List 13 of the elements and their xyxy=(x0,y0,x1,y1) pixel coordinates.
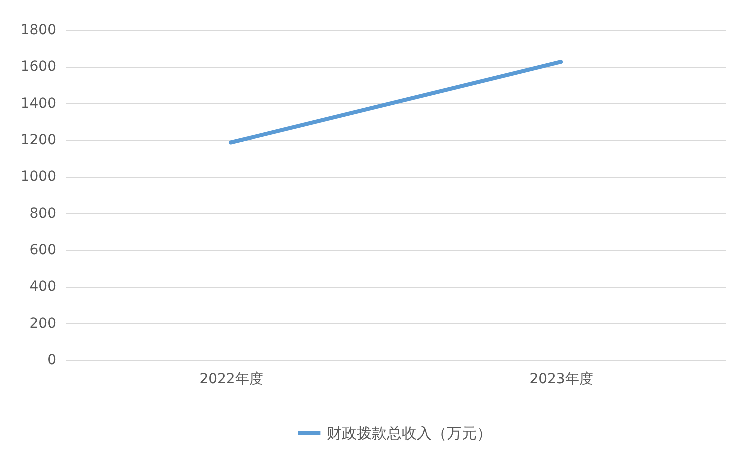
y-tick-label: 1600 xyxy=(20,59,56,76)
y-tick-label: 1000 xyxy=(20,169,56,186)
y-tick-label: 800 xyxy=(30,206,56,222)
y-tick-label: 400 xyxy=(30,279,56,296)
y-tick-label: 0 xyxy=(48,352,56,368)
y-tick-label: 1200 xyxy=(20,132,56,148)
x-tick-label: 2022年度 xyxy=(200,372,264,388)
y-tick-label: 1800 xyxy=(20,22,56,38)
x-tick-label: 2023年度 xyxy=(530,372,594,388)
y-tick-label: 200 xyxy=(30,316,56,332)
legend-label: 财政拨款总收入（万元） xyxy=(327,424,492,442)
y-tick-label: 600 xyxy=(30,242,56,258)
y-tick-label: 1400 xyxy=(20,96,56,112)
